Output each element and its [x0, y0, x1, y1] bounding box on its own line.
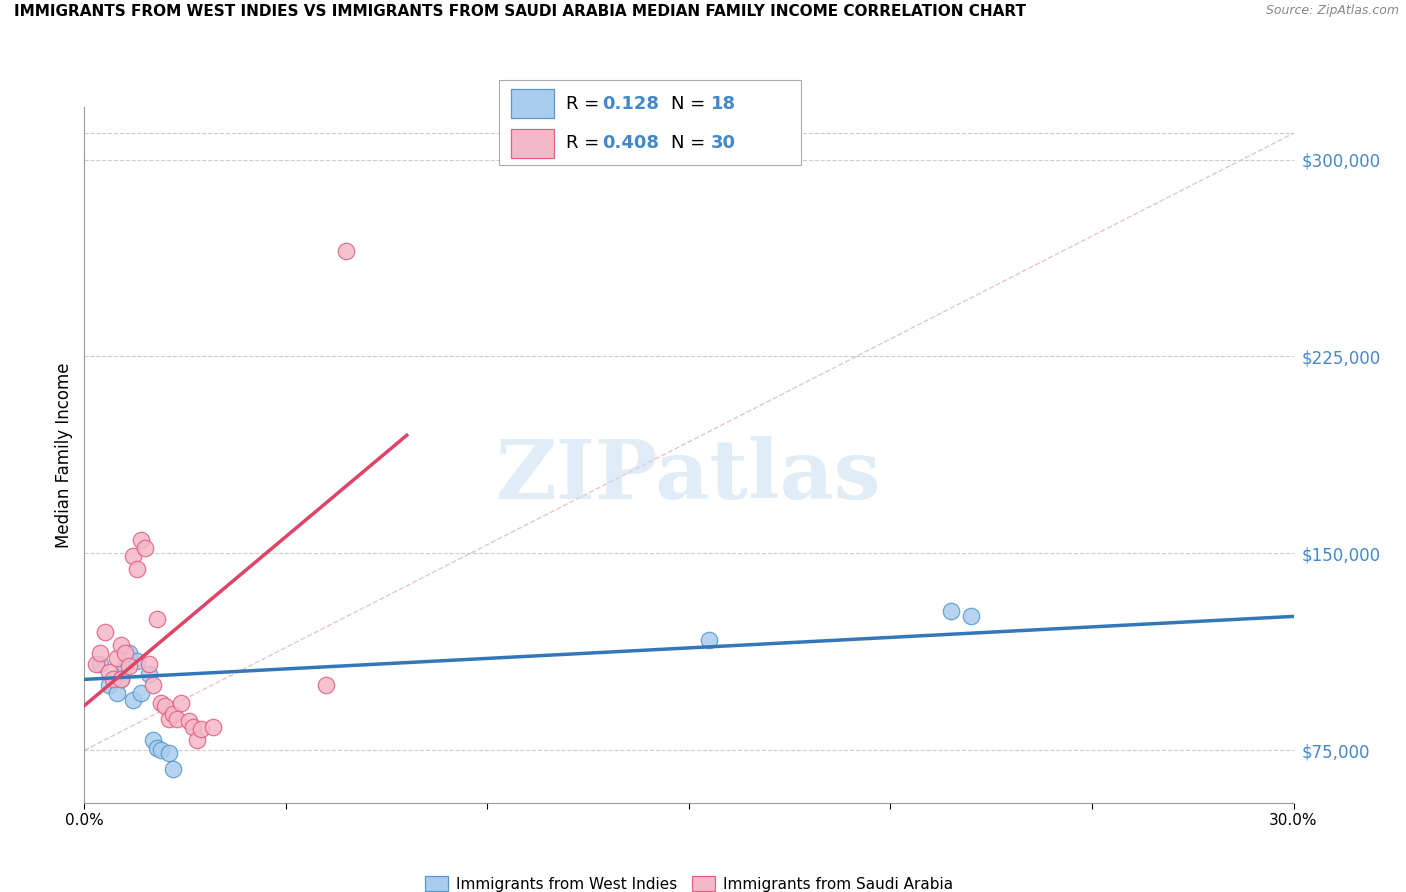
Point [110, 673, 132, 687]
Text: IMMIGRANTS FROM WEST INDIES VS IMMIGRANTS FROM SAUDI ARABIA MEDIAN FAMILY INCOME: IMMIGRANTS FROM WEST INDIES VS IMMIGRANT… [14, 4, 1026, 20]
Point [142, 678, 165, 692]
Text: 0.408: 0.408 [602, 135, 659, 153]
Point [97, 678, 120, 692]
Legend: Immigrants from West Indies, Immigrants from Saudi Arabia: Immigrants from West Indies, Immigrants … [419, 870, 959, 892]
Text: 0.128: 0.128 [602, 95, 659, 112]
Point [86, 657, 108, 671]
Point [202, 720, 225, 734]
Point [105, 685, 128, 699]
Text: N =: N = [672, 135, 711, 153]
Point [101, 673, 124, 687]
Point [697, 633, 720, 648]
Point [186, 732, 208, 747]
Text: 30: 30 [710, 135, 735, 153]
Point [157, 746, 180, 760]
Point [110, 638, 132, 652]
Point [114, 646, 136, 660]
Text: 18: 18 [710, 95, 735, 112]
Point [129, 685, 152, 699]
Text: N =: N = [672, 95, 711, 112]
Point [162, 762, 184, 776]
Point [93, 625, 115, 640]
Point [121, 693, 143, 707]
Point [138, 657, 160, 671]
Point [142, 732, 165, 747]
Point [118, 646, 141, 660]
Point [114, 659, 136, 673]
Point [125, 562, 148, 576]
Bar [512, 128, 554, 158]
Point [149, 696, 172, 710]
Point [335, 244, 357, 259]
Point [315, 678, 337, 692]
Point [960, 609, 983, 624]
Point [170, 696, 193, 710]
Point [121, 549, 143, 563]
Point [118, 659, 141, 673]
Text: R =: R = [565, 95, 605, 112]
Point [179, 714, 201, 729]
Point [153, 698, 176, 713]
Point [138, 667, 160, 681]
Point [134, 541, 156, 555]
Point [162, 706, 184, 721]
Point [110, 673, 132, 687]
Point [129, 533, 152, 548]
Point [939, 604, 962, 618]
Bar [512, 89, 554, 119]
Point [181, 720, 204, 734]
Point [125, 654, 148, 668]
Point [190, 723, 212, 737]
Point [146, 740, 169, 755]
Point [146, 612, 169, 626]
Point [166, 712, 188, 726]
Text: ZIPatlas: ZIPatlas [496, 436, 882, 516]
Point [89, 657, 111, 671]
Point [105, 651, 128, 665]
Text: R =: R = [565, 135, 605, 153]
Y-axis label: Median Family Income: Median Family Income [55, 362, 73, 548]
Text: Source: ZipAtlas.com: Source: ZipAtlas.com [1265, 4, 1399, 18]
Point [97, 665, 120, 679]
Point [149, 743, 172, 757]
Point [157, 712, 180, 726]
Point [89, 646, 111, 660]
